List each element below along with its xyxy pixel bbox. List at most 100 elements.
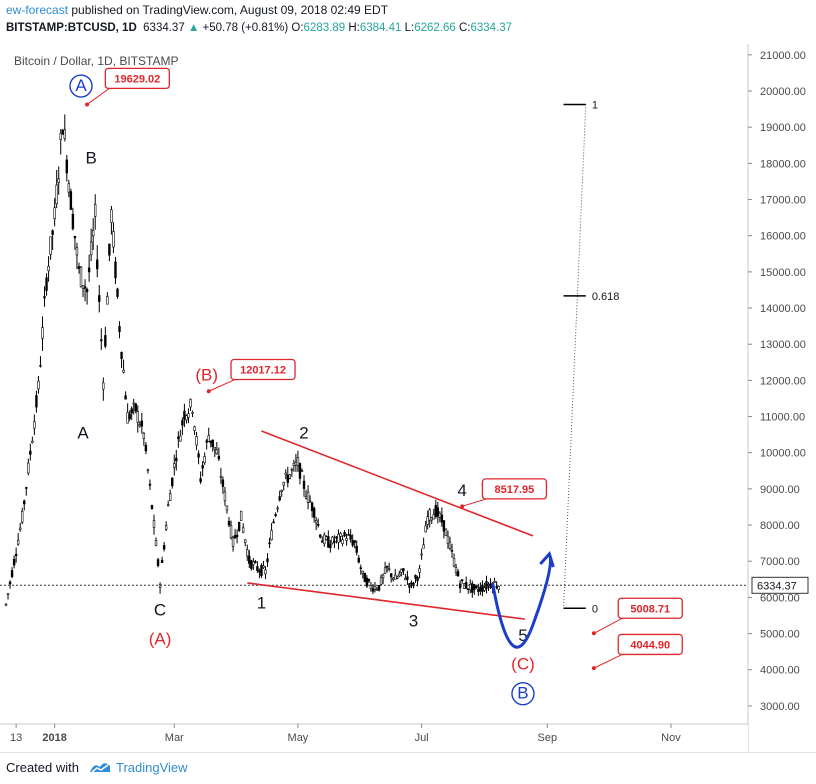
candle-body <box>39 365 42 367</box>
candle-body <box>314 520 318 524</box>
candle-body <box>300 470 304 473</box>
price-tick-label: 10000.00 <box>760 448 806 460</box>
candle-body <box>231 537 235 547</box>
symbol-label: BITSTAMP:BTCUSD, 1D <box>6 22 137 34</box>
candle-body <box>424 525 427 533</box>
candle-body <box>25 487 28 489</box>
price-callout-box[interactable] <box>617 633 683 656</box>
candle-body <box>296 457 300 466</box>
wave-label: 5 <box>518 626 527 645</box>
price-tick-label: 17000.00 <box>760 195 806 207</box>
candle-body <box>479 586 482 592</box>
candle-body <box>410 582 413 585</box>
time-axis[interactable] <box>0 724 748 752</box>
candle-body <box>343 531 346 537</box>
time-tick-label: 2018 <box>42 732 66 744</box>
price-axis[interactable] <box>748 44 816 752</box>
candle-body <box>67 183 71 193</box>
candle-body <box>199 478 202 483</box>
candle-body <box>349 534 352 540</box>
candle-body <box>27 462 30 474</box>
price-tick-label: 12000.00 <box>760 375 806 387</box>
candle-body <box>467 588 470 590</box>
tradingview-logo-icon[interactable] <box>88 758 112 776</box>
candle-body <box>256 566 259 572</box>
candle-body <box>345 538 348 541</box>
price-callout-label: 4044.90 <box>630 639 670 651</box>
candle-body <box>294 462 298 466</box>
candle-body <box>233 534 237 539</box>
candle-body <box>436 507 440 517</box>
candle-body <box>286 474 289 483</box>
candle-body <box>477 588 480 592</box>
candle-body <box>302 480 306 489</box>
candle-body <box>235 534 239 538</box>
candle-body <box>450 550 454 552</box>
candle-body <box>246 549 249 557</box>
candle-body <box>495 586 498 588</box>
candle-body <box>288 474 292 479</box>
candle-body <box>102 382 105 390</box>
last-price: 6334.37 <box>143 22 185 34</box>
candle-body <box>400 568 403 573</box>
candle-body <box>10 570 14 578</box>
projection-curve[interactable] <box>491 553 552 649</box>
tradingview-brand[interactable]: TradingView <box>116 760 188 775</box>
candle-body <box>191 411 194 414</box>
candle-body <box>221 479 225 487</box>
candle-body <box>347 534 350 536</box>
candle-body <box>497 586 500 590</box>
price-callout-box[interactable] <box>230 358 296 381</box>
candle-body <box>260 565 263 577</box>
candle-body <box>55 184 58 204</box>
up-arrow-icon: ▲ <box>187 22 200 34</box>
candle-body <box>173 463 176 468</box>
candle-body <box>422 544 425 549</box>
candle-body <box>355 545 358 553</box>
candle-body <box>280 489 283 492</box>
wedge-trendline[interactable] <box>261 430 534 537</box>
candle-body <box>61 130 64 135</box>
annotations: 1 0.618 0 19629.02 12017.12 8517.95 5008.71 404… <box>0 67 748 706</box>
candle-body <box>73 235 77 239</box>
candle-body <box>217 455 221 460</box>
price-callout-box[interactable] <box>104 67 170 90</box>
candle-body <box>460 579 464 582</box>
candle-body <box>16 539 20 545</box>
candle-body <box>154 540 158 546</box>
candle-body <box>136 411 139 423</box>
price-callout-box[interactable] <box>481 478 548 500</box>
time-tick-label: Sep <box>538 732 558 744</box>
price-chart[interactable]: 1 0.618 0 19629.02 12017.12 8517.95 5008.71 404… <box>0 44 816 752</box>
candle-body <box>106 296 109 305</box>
candle-body <box>268 542 271 545</box>
candle-body <box>65 159 69 174</box>
candle-body <box>23 500 26 505</box>
author-link[interactable]: ew-forecast <box>6 3 69 17</box>
wedge-trendline[interactable] <box>247 582 526 620</box>
wave-label: A <box>77 423 89 442</box>
candle-body <box>89 241 93 256</box>
candle-body <box>150 505 154 509</box>
fib-level-label: 1 <box>592 99 598 111</box>
candle-body <box>169 493 172 501</box>
current-price-box <box>751 576 809 594</box>
candle-body <box>41 327 44 339</box>
candle-body <box>398 573 401 577</box>
candle-body <box>387 568 391 571</box>
candle-body <box>325 536 328 540</box>
candle-body <box>37 380 40 390</box>
candle-body <box>363 573 367 583</box>
wave-label: 4 <box>457 481 466 500</box>
candle-body <box>108 243 111 256</box>
high-label: H: <box>348 22 360 34</box>
wave-label: (A) <box>149 629 172 648</box>
candle-body <box>47 266 50 272</box>
candle-body <box>203 456 206 463</box>
candle-body <box>51 230 54 235</box>
price-callout-box[interactable] <box>617 597 683 619</box>
candle-body <box>404 577 407 580</box>
candle-body <box>432 514 435 520</box>
candle-body <box>406 576 409 580</box>
wave-label: (C) <box>511 655 535 674</box>
